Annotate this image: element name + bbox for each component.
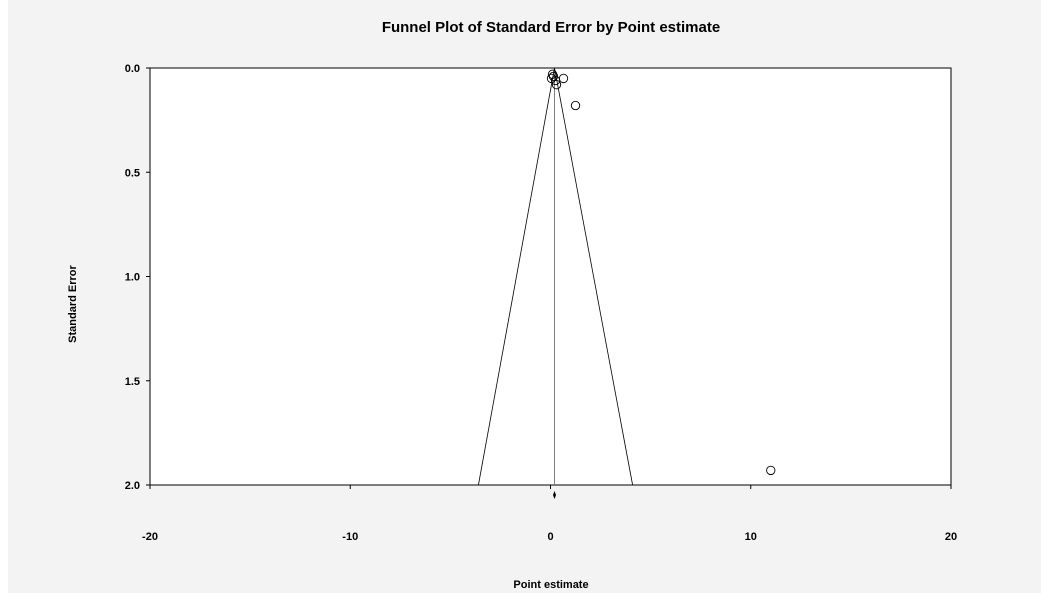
y-tick-label: 0.5 [125, 167, 140, 179]
study-point [548, 71, 559, 81]
study-point [766, 465, 776, 476]
study-point [558, 73, 569, 84]
y-tick-label: 1.0 [125, 272, 140, 284]
x-tick-label: 10 [745, 531, 757, 543]
chart-title: Funnel Plot of Standard Error by Point e… [382, 19, 720, 36]
y-tick-label: 1.5 [125, 376, 140, 388]
funnel-right-line [554, 67, 633, 486]
y-axis-label: Standard Error [67, 264, 79, 342]
x-axis-label: Point estimate [513, 579, 588, 591]
x-tick-label: 20 [945, 531, 957, 543]
y-tick-label: 2.0 [125, 480, 140, 492]
combined-effect-diamond [553, 491, 557, 499]
x-tick-label: 0 [547, 531, 553, 543]
study-point [570, 100, 581, 111]
study-point [551, 80, 562, 90]
study-point [547, 69, 558, 79]
y-tick-label: 0.0 [125, 63, 140, 75]
x-tick-label: -10 [342, 531, 358, 543]
plot-area [149, 67, 952, 486]
funnel-left-line [478, 67, 555, 486]
x-tick-label: -20 [142, 531, 158, 543]
